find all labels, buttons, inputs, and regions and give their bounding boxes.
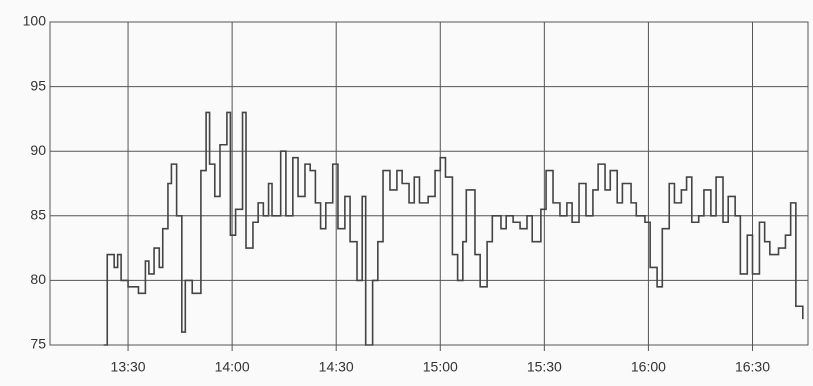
data-line <box>103 111 804 346</box>
x-tick-label: 14:00 <box>215 359 250 375</box>
x-tick-label: 16:30 <box>735 359 770 375</box>
x-tick-label: 14:30 <box>319 359 354 375</box>
y-tick-label: 80 <box>30 271 46 287</box>
y-tick-label: 90 <box>30 142 46 158</box>
x-tick-label: 13:30 <box>111 359 146 375</box>
y-tick-label: 95 <box>30 77 46 93</box>
x-tick-label: 16:00 <box>631 359 666 375</box>
y-tick-label: 85 <box>30 207 46 223</box>
y-tick-label: 75 <box>30 336 46 352</box>
x-tick-label: 15:30 <box>527 359 562 375</box>
y-tick-label: 100 <box>23 13 47 29</box>
x-tick-label: 15:00 <box>423 359 458 375</box>
